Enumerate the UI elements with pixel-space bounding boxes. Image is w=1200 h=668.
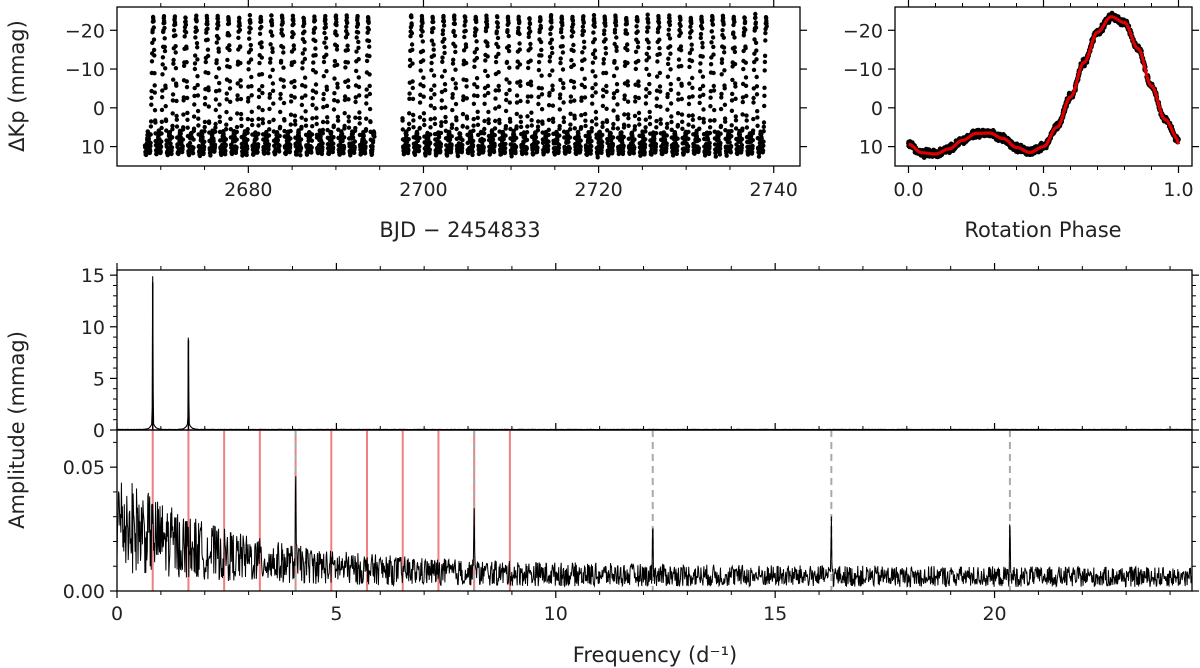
lightcurve-xtick-label: 2680: [224, 179, 272, 201]
frequency-markers: [151, 430, 1011, 591]
phased-ytick-label: 10: [859, 137, 883, 159]
phased-xtick-label: 1.0: [1163, 179, 1193, 201]
lightcurve-ytick-label: −10: [65, 59, 105, 81]
phased-data-points: [906, 10, 1181, 160]
spectrum-top-ytick-label: 5: [93, 368, 105, 390]
lightcurve-ylabel: ΔKp (mmag): [5, 20, 29, 152]
lightcurve-ytick-label: −20: [65, 20, 105, 42]
spectrum-bottom-frame: [116, 429, 1193, 592]
phased-ytick-label: −20: [843, 20, 883, 42]
spectrum-bottom-ytick-label: 0.00: [63, 581, 105, 603]
spectrum-bottom-lines: [116, 476, 1193, 588]
spectrum-top-ytick-label: 15: [81, 265, 105, 287]
spectrum-top-panel: 0 5 10 15: [81, 263, 1199, 442]
spectrum-top-ytick-label: 10: [81, 317, 105, 339]
spectrum-top-ticks: 0 5 10 15: [81, 263, 1199, 442]
spectrum-xtick-label: 5: [330, 603, 342, 625]
phased-xtick-label: 0.5: [1028, 179, 1058, 201]
phased-ytick-label: 0: [871, 98, 883, 120]
spectrum-top-line: [116, 276, 1193, 431]
spectrum-bottom-panel: 0.00 0.05 0 5 10 15 20 Frequency (d⁻¹) Amplitu…: [5, 331, 1199, 667]
lightcurve-data-points: [142, 11, 769, 160]
phased-panel: 0.0 0.5 1.0 −20 −10 0 10 Rotation Phase: [843, 0, 1199, 242]
spectrum-xlabel: Frequency (d⁻¹): [573, 643, 737, 667]
spectrum-top-frame: [116, 269, 1193, 431]
spectrum-xtick-label: 10: [544, 603, 568, 625]
spectrum-xtick-label: 20: [982, 603, 1006, 625]
lightcurve-ticks: 2680 2700 2720 2740 −20 −10 0 10: [65, 0, 807, 201]
phased-points: [906, 10, 1181, 160]
spectrum-xtick-label: 0: [111, 603, 123, 625]
phased-xlabel: Rotation Phase: [964, 218, 1121, 242]
spectrum-bottom-ytick-label: 0.05: [63, 457, 105, 479]
lightcurve-xtick-label: 2720: [574, 179, 622, 201]
lightcurve-ytick-label: 0: [93, 98, 105, 120]
phased-xtick-label: 0.0: [893, 179, 923, 201]
spectrum-bottom-line: [116, 476, 1193, 588]
lightcurve-points: [142, 11, 769, 160]
lightcurve-frame: [116, 6, 801, 167]
lightcurve-ytick-label: 10: [81, 137, 105, 159]
spectrum-xtick-label: 15: [763, 603, 787, 625]
spectrum-top-lines: [116, 276, 1193, 431]
spectrum-ylabel: Amplitude (mmag): [5, 331, 29, 529]
spectrum-top-ytick-label: 0: [93, 420, 105, 442]
spectrum-bottom-ticks: 0.00 0.05 0 5 10 15 20: [63, 441, 1199, 625]
lightcurve-xtick-label: 2740: [750, 179, 798, 201]
phased-ticks: 0.0 0.5 1.0 −20 −10 0 10: [843, 0, 1199, 201]
phased-ytick-label: −10: [843, 59, 883, 81]
phased-model-curve: [908, 15, 1181, 156]
lightcurve-xlabel: BJD − 2454833: [379, 218, 540, 242]
lightcurve-xtick-label: 2700: [399, 179, 447, 201]
